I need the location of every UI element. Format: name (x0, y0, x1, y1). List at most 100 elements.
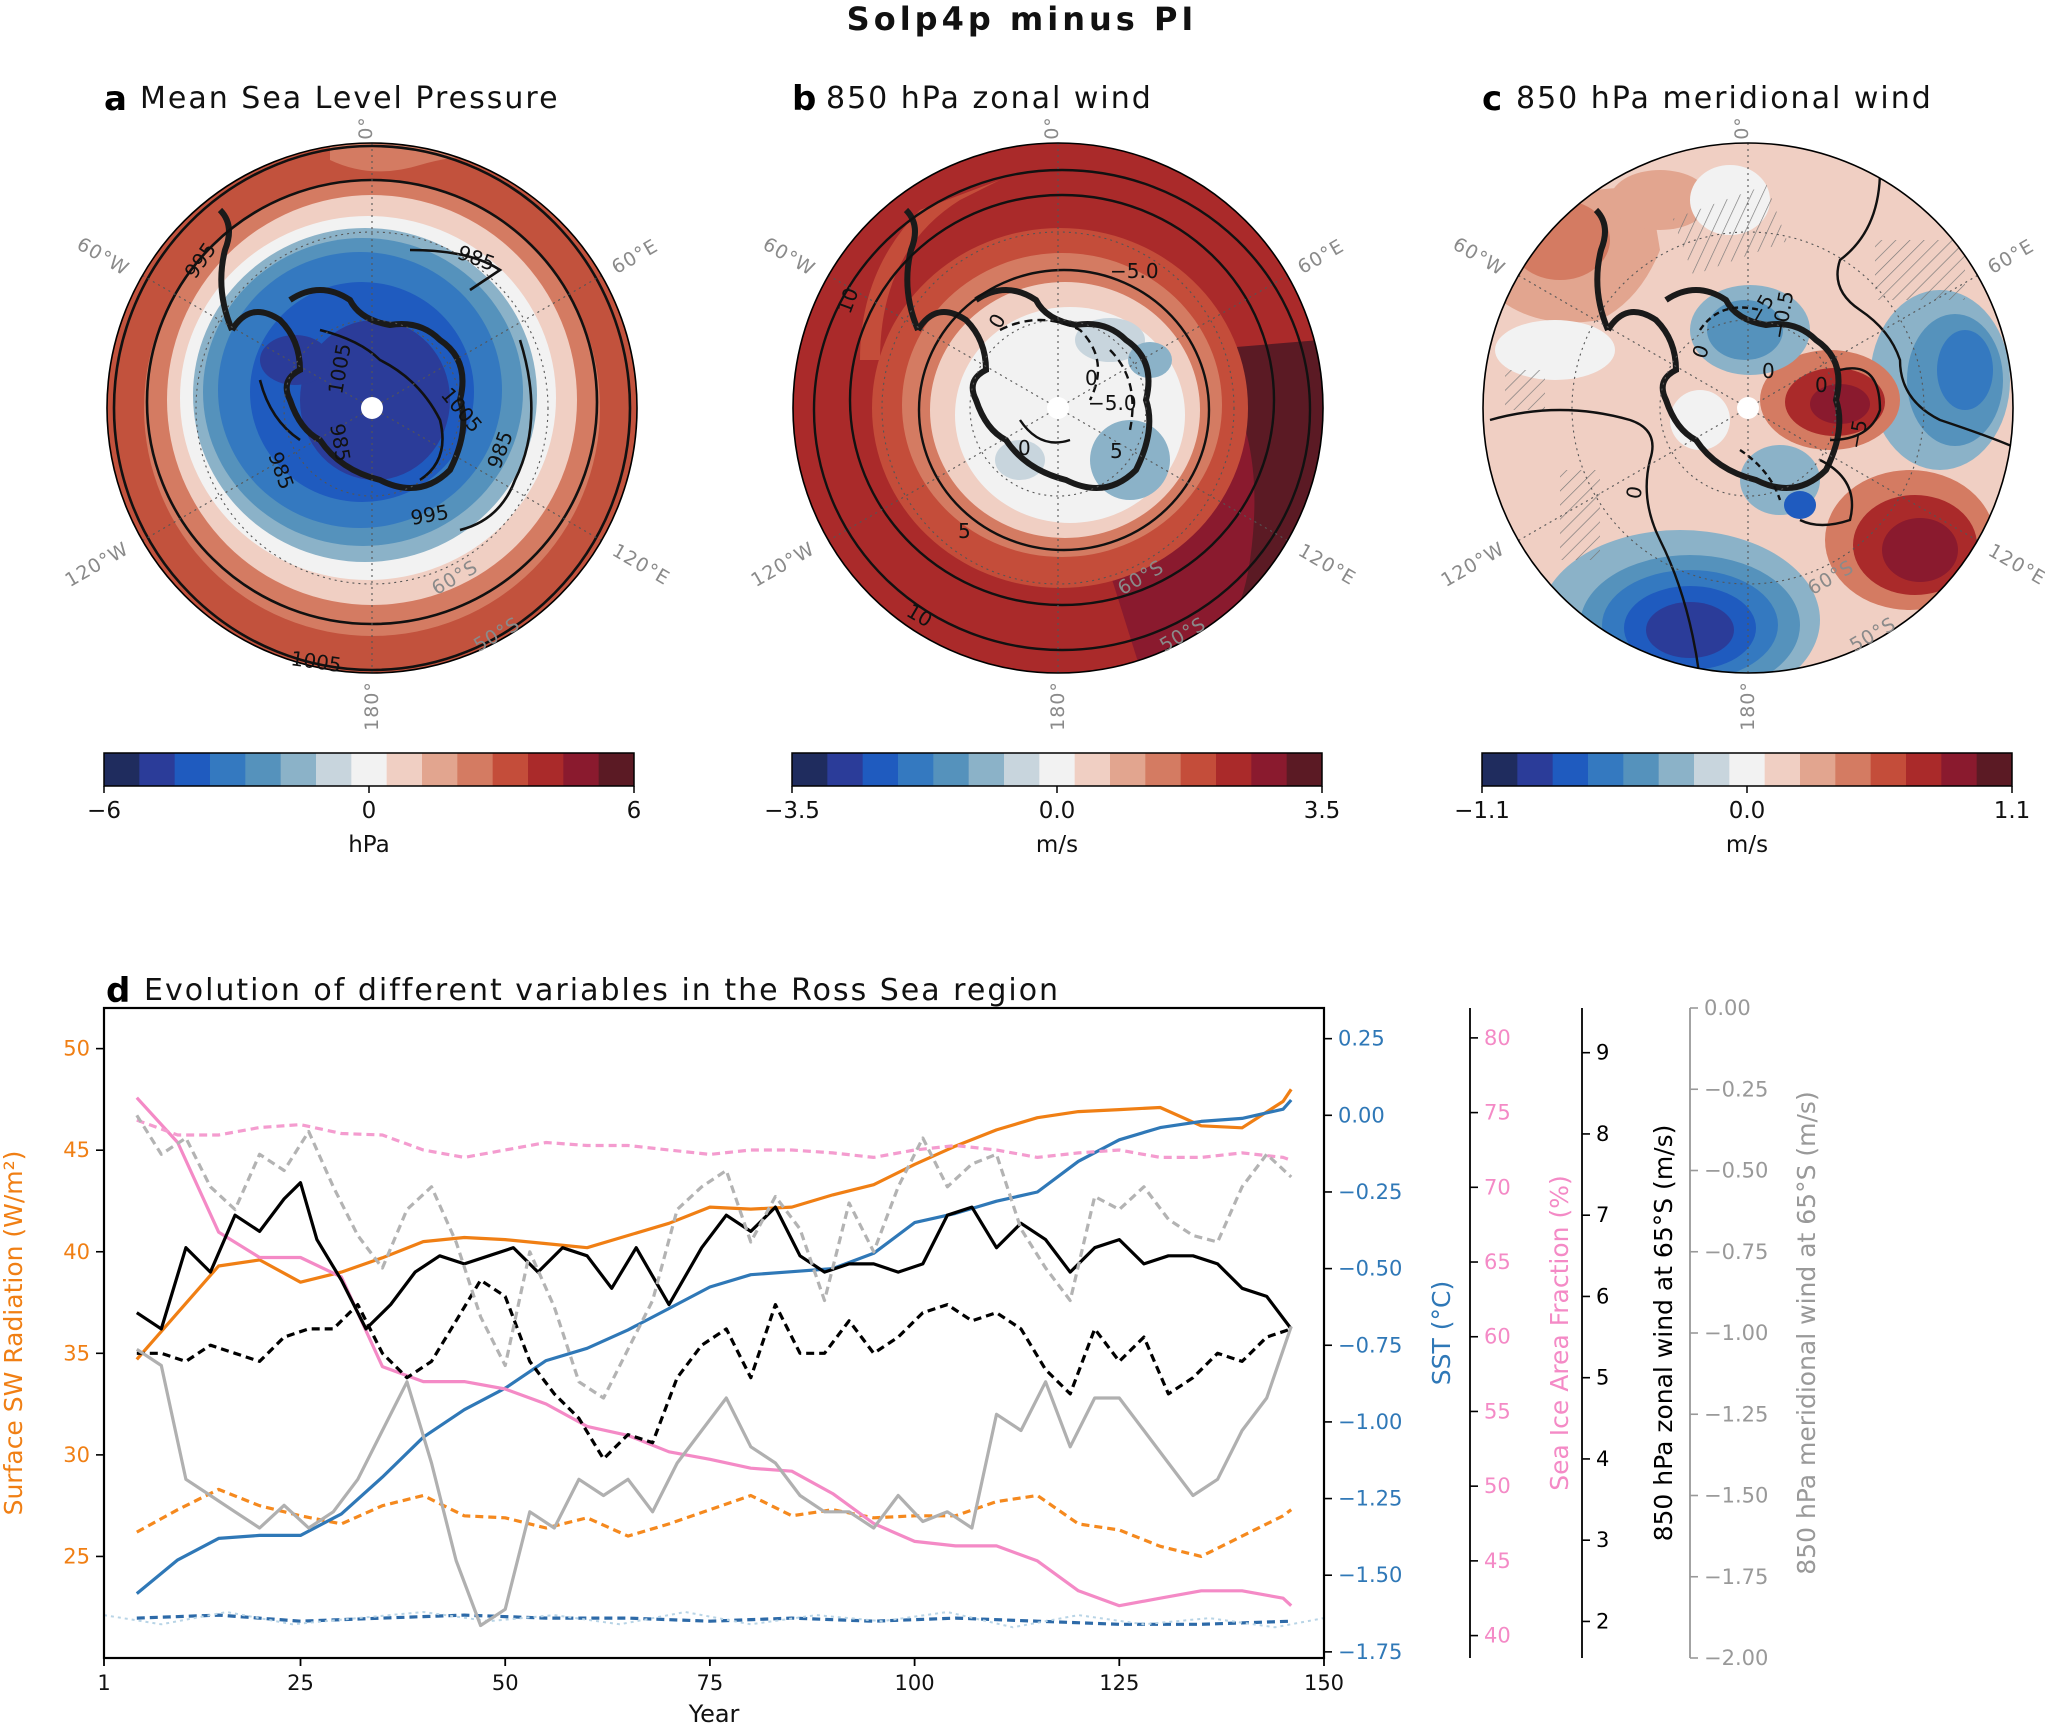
y-tick-label: 50 (1484, 1474, 1511, 1498)
y-tick-label: −0.75 (1704, 1240, 1768, 1264)
colorbar-bin (1835, 753, 1872, 786)
colorbar-bin (492, 753, 529, 786)
y-tick-label: −0.50 (1704, 1159, 1768, 1183)
map-c-cbar-mid: 0.0 (1729, 798, 1766, 824)
y-tick-label: 25 (63, 1544, 90, 1568)
y-tick-label: 45 (1484, 1549, 1511, 1573)
series-line (136, 1613, 1292, 1626)
y-tick-label: −1.00 (1338, 1410, 1402, 1434)
map-panel-b: b 850 hPa zonal wind (747, 79, 1359, 858)
y-tick-label: 60 (1484, 1325, 1511, 1349)
colorbar-bin (1870, 753, 1907, 786)
y-tick-label: 80 (1484, 1026, 1511, 1050)
map-b-clabel-6: 0 (1085, 366, 1098, 390)
map-a-lon-120e: 120°E (608, 540, 673, 590)
colorbar-bin (827, 753, 864, 786)
chart-panel-d: d Evolution of different variables in th… (0, 971, 1821, 1727)
map-b-title: 850 hPa zonal wind (826, 81, 1153, 116)
colorbar-bin (1976, 753, 2013, 786)
y-tick-label: 6 (1596, 1284, 1609, 1308)
colorbar-bin (1110, 753, 1146, 786)
map-panel-a: a Mean Sea Level Pressure (61, 79, 673, 858)
map-b-lon-60e: 60°E (1294, 235, 1348, 279)
colorbar-bin (280, 753, 317, 786)
map-c-lon-180: 180° (1737, 681, 1759, 731)
colorbar-bin (563, 753, 600, 786)
colorbar-bin (104, 753, 140, 786)
y-tick-label: 0.25 (1338, 1027, 1385, 1051)
map-a-colorbar (103, 752, 635, 793)
y-axis-label: 850 hPa zonal wind at 65°S (m/s) (1649, 1125, 1678, 1542)
colorbar-bin (862, 753, 899, 786)
map-b-cbar-mid: 0.0 (1039, 798, 1076, 824)
map-a-cbar-mid: 0 (362, 798, 377, 824)
colorbar-bin (968, 753, 1005, 786)
y-tick-label: 40 (1484, 1624, 1511, 1648)
colorbar-bin (1658, 753, 1695, 786)
y-tick-label: 3 (1596, 1528, 1609, 1552)
map-c-contours (1489, 169, 2013, 673)
map-c-clabel-4: 0 (1815, 373, 1828, 397)
colorbar-bin (1039, 753, 1076, 786)
map-panel-c: c 850 hPa meridional wind (1437, 79, 2045, 858)
y-tick-label: 5 (1596, 1366, 1609, 1390)
colorbar-bin (1004, 753, 1040, 786)
colorbar-bin (792, 753, 828, 786)
map-a-cbar-min: −6 (87, 798, 121, 824)
map-b-clabel-5: −5.0 (1088, 391, 1137, 415)
y-tick-label: 8 (1596, 1122, 1609, 1146)
y-tick-label: 30 (63, 1443, 90, 1467)
y-tick-label: −2.00 (1704, 1646, 1768, 1670)
colorbar-bin (1623, 753, 1660, 786)
series-line (135, 1114, 1293, 1400)
y-tick-label: −1.50 (1704, 1484, 1768, 1508)
map-c-coast (1593, 207, 1843, 491)
colorbar-bin (1694, 753, 1730, 786)
y-tick-label: 70 (1484, 1175, 1511, 1199)
series-line (135, 1181, 1293, 1331)
map-b-colorbar (791, 752, 1323, 793)
map-a-coast (217, 207, 467, 491)
map-b-lon-120e: 120°E (1294, 540, 1359, 590)
colorbar-bin (1482, 753, 1518, 786)
y-axis-label: Sea Ice Area Fraction (%) (1545, 1175, 1574, 1490)
x-tick-label: 50 (492, 1671, 519, 1695)
y-tick-label: 0.00 (1704, 996, 1751, 1020)
x-tick-label: 150 (1304, 1671, 1344, 1695)
colorbar-bin (1906, 753, 1942, 786)
map-b-clabel-8: 0 (1018, 436, 1031, 460)
map-c-letter: c (1482, 79, 1502, 119)
series-line (136, 1278, 1292, 1461)
y-axis-label: Surface SW Radiation (W/m²) (0, 1151, 28, 1516)
map-b-cbar-unit: m/s (1036, 832, 1078, 858)
map-b-letter: b (792, 79, 816, 119)
map-c-clabel-0: 0 (1621, 484, 1647, 501)
map-b-lon-0: 0° (1041, 116, 1063, 140)
colorbar-bin (933, 753, 970, 786)
y-tick-label: −0.50 (1338, 1257, 1402, 1281)
colorbar-bin (386, 753, 423, 786)
x-tick-label: 25 (287, 1671, 314, 1695)
map-c-lon-0: 0° (1731, 116, 1753, 140)
colorbar-bin (1517, 753, 1554, 786)
map-a-lon-0: 0° (355, 116, 377, 140)
colorbar-bin (1216, 753, 1252, 786)
colorbar-bin (139, 753, 176, 786)
series-line (135, 1088, 1293, 1361)
colorbar-bin (1145, 753, 1182, 786)
y-axis-label: 850 hPa meridional wind at 65°S (m/s) (1792, 1091, 1821, 1574)
map-c-lon-120w: 120°W (1437, 538, 1508, 592)
map-a-title: Mean Sea Level Pressure (140, 81, 560, 116)
map-c-lon-60e: 60°E (1984, 235, 2038, 279)
colorbar-bin (351, 753, 388, 786)
y-tick-label: 45 (63, 1138, 90, 1162)
y-tick-label: −0.25 (1704, 1077, 1768, 1101)
colorbar-bin (1552, 753, 1589, 786)
y-tick-label: 75 (1484, 1101, 1511, 1125)
y-tick-label: 55 (1484, 1399, 1511, 1423)
map-c-cbar-unit: m/s (1726, 832, 1768, 858)
colorbar-bin (245, 753, 282, 786)
map-a-cbar-max: 6 (627, 798, 642, 824)
map-c-lon-120e: 120°E (1984, 540, 2045, 590)
